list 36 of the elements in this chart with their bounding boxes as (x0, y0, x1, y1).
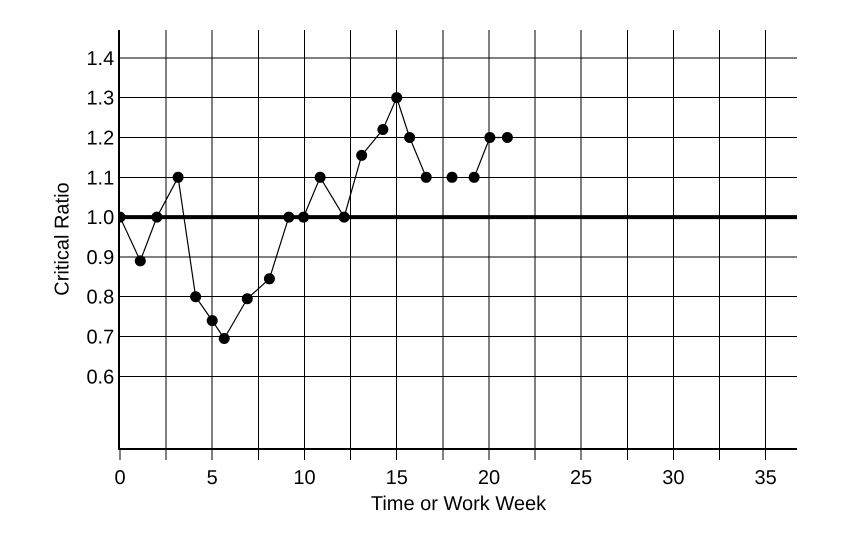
point (468, 172, 480, 183)
point (134, 255, 146, 266)
point (502, 132, 513, 143)
point (484, 132, 496, 143)
point (172, 172, 184, 183)
y-tick-label: 0.7 (86, 326, 114, 349)
point (314, 172, 326, 183)
point (391, 92, 402, 104)
point (420, 172, 432, 183)
point (190, 291, 202, 302)
point (206, 315, 218, 326)
y-tick-label: 1.2 (86, 127, 114, 150)
y-axis-title: Critical Ratio (51, 182, 74, 296)
y-tick-label: 1.4 (86, 48, 114, 70)
x-tick-label: 30 (662, 466, 685, 489)
x-tick-label: 20 (478, 466, 500, 489)
point (446, 172, 458, 183)
y-tick-label: 0.9 (86, 246, 114, 269)
point (377, 124, 388, 136)
x-tick-label: 5 (206, 466, 218, 489)
point (356, 150, 368, 161)
point (264, 273, 275, 284)
y-tick-label: 1.1 (86, 167, 114, 190)
point (218, 333, 230, 344)
x-tick-label: 25 (570, 466, 592, 489)
y-tick-label: 1.3 (86, 88, 114, 110)
x-axis-title: Time or Work Week (370, 492, 548, 515)
point (404, 132, 416, 143)
y-tick-label: 0.6 (86, 366, 114, 388)
x-tick-label: 0 (114, 466, 126, 489)
y-tick-label: 0.8 (86, 286, 114, 309)
x-tick-label: 10 (293, 466, 316, 489)
x-tick-label: 15 (386, 466, 408, 489)
point (242, 293, 253, 304)
x-tick-label: 35 (754, 466, 777, 489)
y-tick-label: 1.0 (86, 207, 114, 230)
